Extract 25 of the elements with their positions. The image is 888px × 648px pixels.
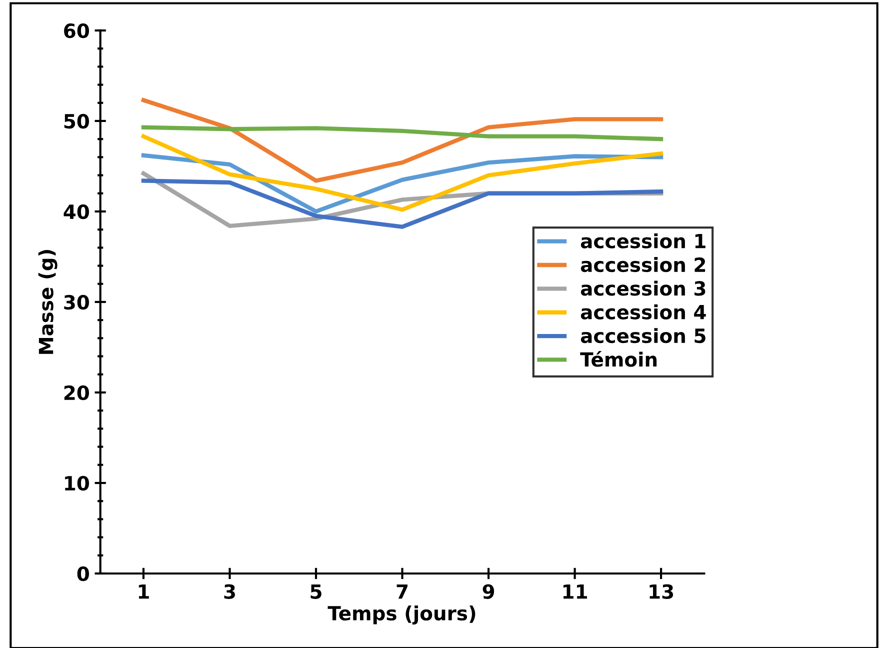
y-tick-label: 10 [65, 476, 89, 491]
x-tick-label: 13 [650, 584, 674, 599]
y-tick-label: 50 [64, 114, 89, 129]
line-series [141, 125, 664, 142]
x-tick-label: 5 [310, 584, 322, 599]
line-series [141, 134, 664, 212]
y-axis-title: Masse (g) [38, 250, 58, 354]
y-tick-label: 60 [64, 23, 89, 38]
y-tick-label: 40 [64, 204, 89, 220]
legend-label: accession 4 [580, 304, 706, 320]
x-tick-label: 9 [482, 584, 494, 599]
x-tick-label: 11 [563, 584, 587, 599]
x-tick-label: 1 [138, 584, 149, 599]
legend-label: Témoin [580, 350, 657, 367]
y-tick-label: 30 [64, 294, 89, 310]
legend-label: accession 5 [580, 328, 706, 344]
y-tick-label: 20 [64, 385, 89, 400]
legend-label: accession 1 [580, 233, 706, 248]
legend-label: accession 3 [580, 280, 706, 296]
x-tick-label: 3 [224, 584, 235, 599]
legend-label: accession 2 [580, 257, 706, 272]
x-tick-label: 7 [396, 584, 408, 599]
x-axis-title: Temps (jours) [328, 605, 476, 624]
y-tick-label: 0 [77, 566, 89, 582]
line-series [141, 98, 664, 183]
